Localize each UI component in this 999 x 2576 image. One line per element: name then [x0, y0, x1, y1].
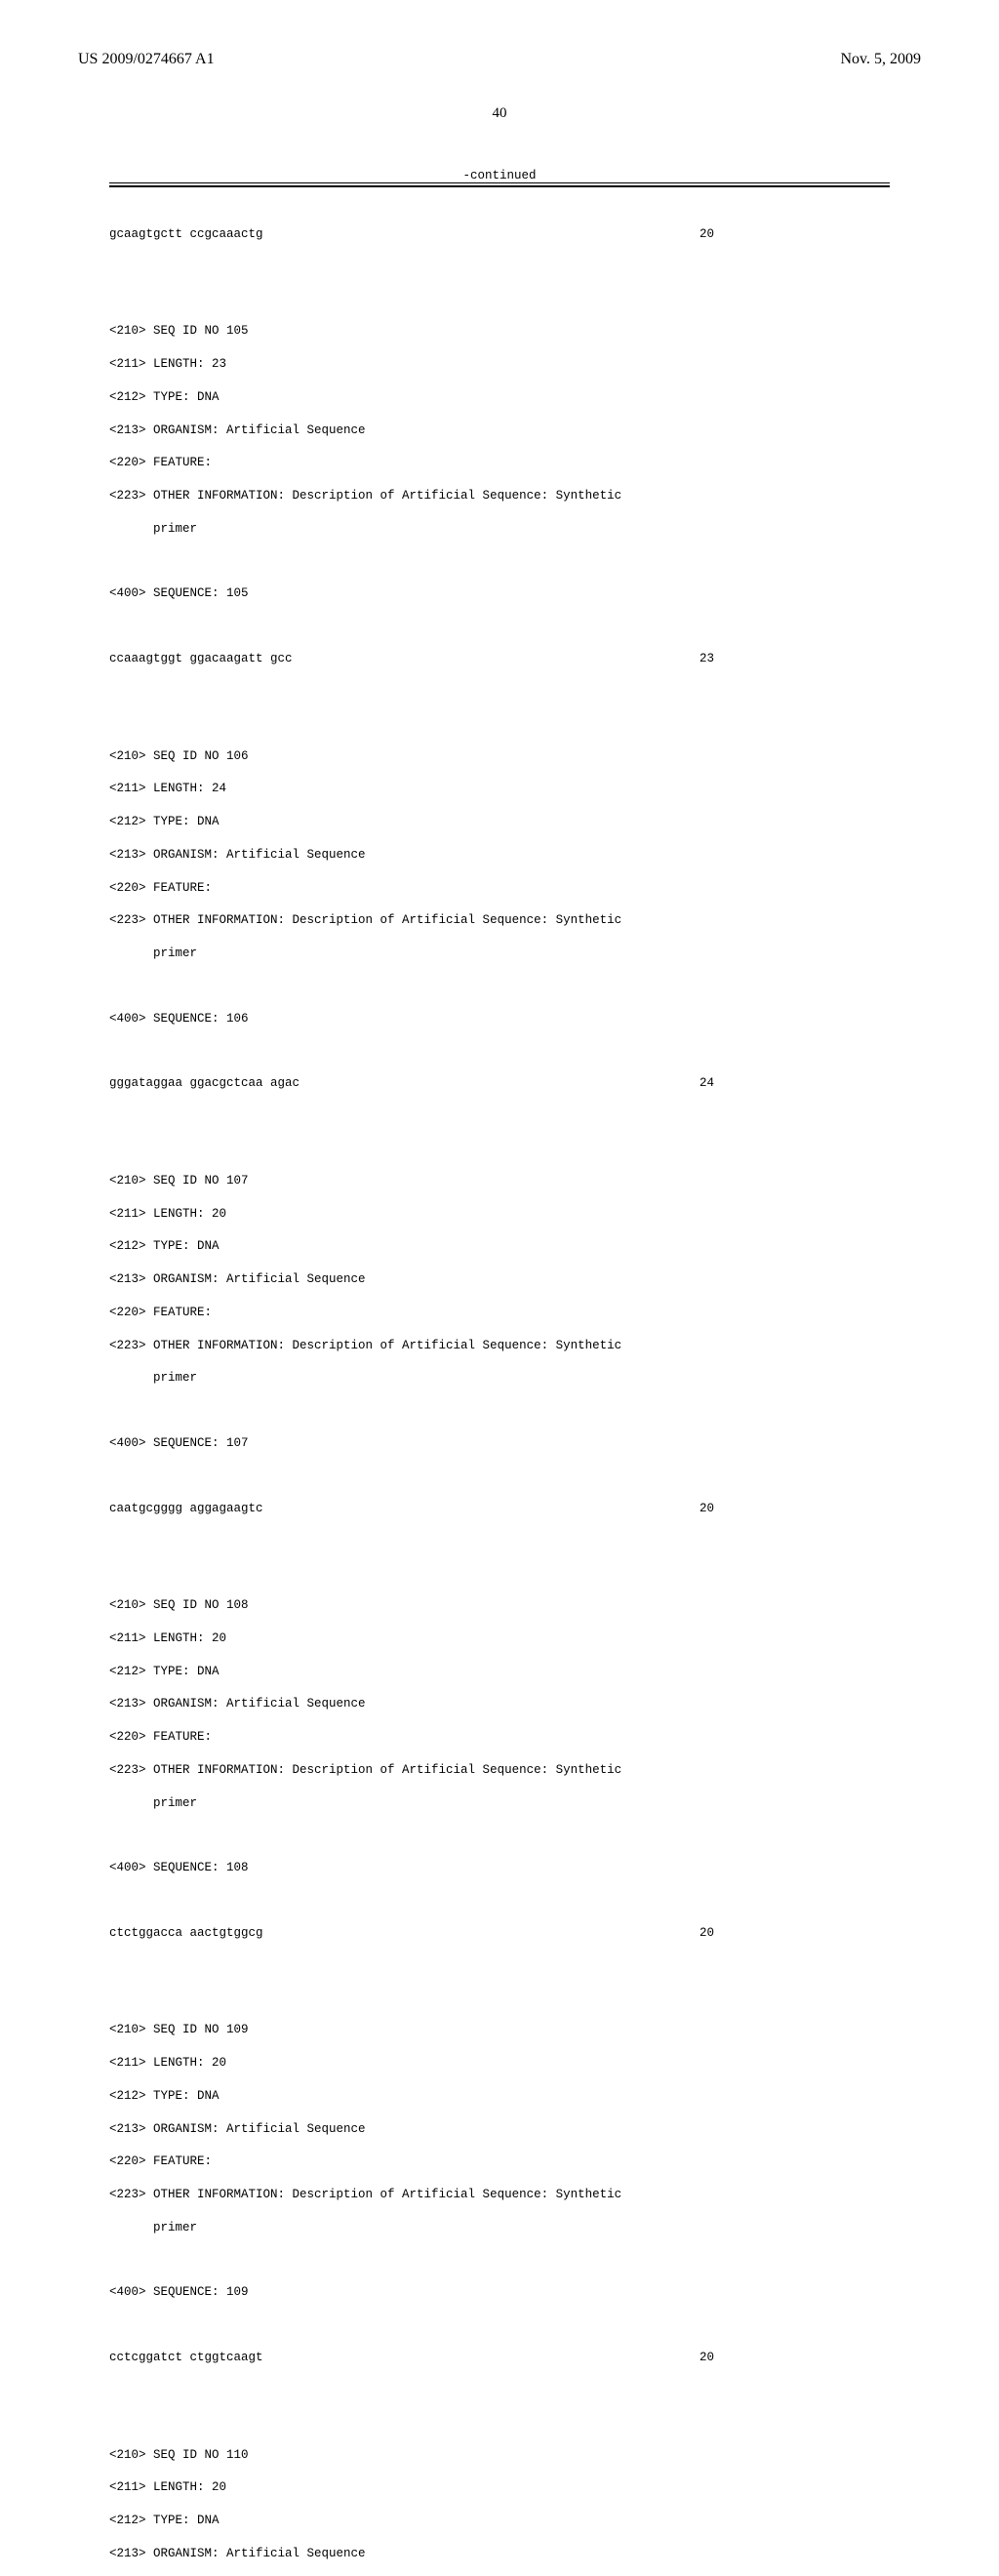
- sequence-text: caatgcgggg aggagaagtc: [109, 1501, 263, 1517]
- sequence-data-row: gcaagtgctt ccgcaaactg 20: [109, 226, 890, 243]
- seq-organism-line: <213> ORGANISM: Artificial Sequence: [109, 2546, 890, 2562]
- sequence-length: 20: [699, 226, 714, 243]
- sequence-data-row: cctcggatct ctggtcaagt 20: [109, 2350, 890, 2366]
- seq-other-info-line: <223> OTHER INFORMATION: Description of …: [109, 1338, 890, 1354]
- seq-type-line: <212> TYPE: DNA: [109, 2513, 890, 2529]
- seq-length-line: <211> LENGTH: 20: [109, 2055, 890, 2072]
- seq-header-line: <400> SEQUENCE: 108: [109, 1860, 890, 1876]
- sequence-text: gcaagtgctt ccgcaaactg: [109, 226, 263, 243]
- spacer: [109, 1469, 890, 1484]
- spacer: [109, 1533, 890, 1564]
- seq-organism-line: <213> ORGANISM: Artificial Sequence: [109, 423, 890, 439]
- spacer: [109, 1893, 890, 1909]
- seq-id-line: <210> SEQ ID NO 106: [109, 748, 890, 765]
- spacer: [109, 2317, 890, 2333]
- publication-number: US 2009/0274667 A1: [78, 51, 215, 68]
- continued-label: -continued: [0, 169, 999, 182]
- sequence-listing: gcaagtgctt ccgcaaactg 20 <210> SEQ ID NO …: [0, 187, 999, 2576]
- seq-other-info-line2: primer: [109, 2220, 890, 2236]
- spacer: [109, 684, 890, 715]
- seq-header-line: <400> SEQUENCE: 106: [109, 1011, 890, 1027]
- seq-other-info-line2: primer: [109, 946, 890, 962]
- seq-length-line: <211> LENGTH: 23: [109, 356, 890, 373]
- seq-type-line: <212> TYPE: DNA: [109, 814, 890, 830]
- sequence-text: cctcggatct ctggtcaagt: [109, 2350, 263, 2366]
- seq-other-info-line2: primer: [109, 521, 890, 538]
- seq-organism-line: <213> ORGANISM: Artificial Sequence: [109, 2121, 890, 2138]
- seq-other-info-line2: primer: [109, 1795, 890, 1812]
- sequence-data-row: caatgcgggg aggagaagtc 20: [109, 1501, 890, 1517]
- rule-thin: [109, 182, 890, 183]
- seq-organism-line: <213> ORGANISM: Artificial Sequence: [109, 1696, 890, 1712]
- spacer: [109, 1043, 890, 1059]
- seq-feature-line: <220> FEATURE:: [109, 455, 890, 471]
- seq-feature-line: <220> FEATURE:: [109, 1305, 890, 1321]
- sequence-length: 20: [699, 1925, 714, 1942]
- seq-length-line: <211> LENGTH: 24: [109, 781, 890, 797]
- sequence-data-row: gggataggaa ggacgctcaa agac 24: [109, 1075, 890, 1092]
- spacer: [109, 260, 890, 291]
- seq-organism-line: <213> ORGANISM: Artificial Sequence: [109, 1271, 890, 1288]
- seq-header-line: <400> SEQUENCE: 107: [109, 1435, 890, 1452]
- seq-type-line: <212> TYPE: DNA: [109, 1238, 890, 1255]
- sequence-length: 20: [699, 2350, 714, 2366]
- sequence-text: ccaaagtggt ggacaagatt gcc: [109, 651, 293, 667]
- seq-header-line: <400> SEQUENCE: 109: [109, 2284, 890, 2301]
- seq-other-info-line: <223> OTHER INFORMATION: Description of …: [109, 2187, 890, 2203]
- sequence-data-row: ctctggacca aactgtggcg 20: [109, 1925, 890, 1942]
- spacer: [109, 2253, 890, 2269]
- seq-id-line: <210> SEQ ID NO 107: [109, 1173, 890, 1189]
- seq-feature-line: <220> FEATURE:: [109, 1729, 890, 1746]
- seq-length-line: <211> LENGTH: 20: [109, 1206, 890, 1223]
- sequence-length: 24: [699, 1075, 714, 1092]
- seq-other-info-line: <223> OTHER INFORMATION: Description of …: [109, 488, 890, 504]
- seq-feature-line: <220> FEATURE:: [109, 2153, 890, 2170]
- publication-date: Nov. 5, 2009: [840, 51, 921, 68]
- page-number: 40: [0, 105, 999, 122]
- spacer: [109, 554, 890, 570]
- seq-feature-line: <220> FEATURE:: [109, 880, 890, 897]
- sequence-text: gggataggaa ggacgctcaa agac: [109, 1075, 300, 1092]
- sequence-data-row: ccaaagtggt ggacaagatt gcc 23: [109, 651, 890, 667]
- seq-other-info-line: <223> OTHER INFORMATION: Description of …: [109, 912, 890, 929]
- seq-type-line: <212> TYPE: DNA: [109, 2088, 890, 2105]
- sequence-length: 20: [699, 1501, 714, 1517]
- spacer: [109, 2383, 890, 2414]
- spacer: [109, 1828, 890, 1843]
- seq-id-line: <210> SEQ ID NO 105: [109, 323, 890, 340]
- sequence-text: ctctggacca aactgtggcg: [109, 1925, 263, 1942]
- spacer: [109, 1403, 890, 1419]
- seq-type-line: <212> TYPE: DNA: [109, 389, 890, 406]
- sequence-length: 23: [699, 651, 714, 667]
- seq-organism-line: <213> ORGANISM: Artificial Sequence: [109, 847, 890, 864]
- seq-other-info-line: <223> OTHER INFORMATION: Description of …: [109, 1762, 890, 1779]
- seq-length-line: <211> LENGTH: 20: [109, 2479, 890, 2496]
- page-header: US 2009/0274667 A1 Nov. 5, 2009: [0, 0, 999, 68]
- spacer: [109, 1108, 890, 1140]
- seq-id-line: <210> SEQ ID NO 108: [109, 1597, 890, 1614]
- spacer: [109, 979, 890, 994]
- seq-id-line: <210> SEQ ID NO 109: [109, 2022, 890, 2038]
- spacer: [109, 619, 890, 634]
- seq-id-line: <210> SEQ ID NO 110: [109, 2447, 890, 2464]
- seq-length-line: <211> LENGTH: 20: [109, 1630, 890, 1647]
- seq-type-line: <212> TYPE: DNA: [109, 1664, 890, 1680]
- seq-other-info-line2: primer: [109, 1370, 890, 1387]
- spacer: [109, 1958, 890, 1990]
- seq-header-line: <400> SEQUENCE: 105: [109, 585, 890, 602]
